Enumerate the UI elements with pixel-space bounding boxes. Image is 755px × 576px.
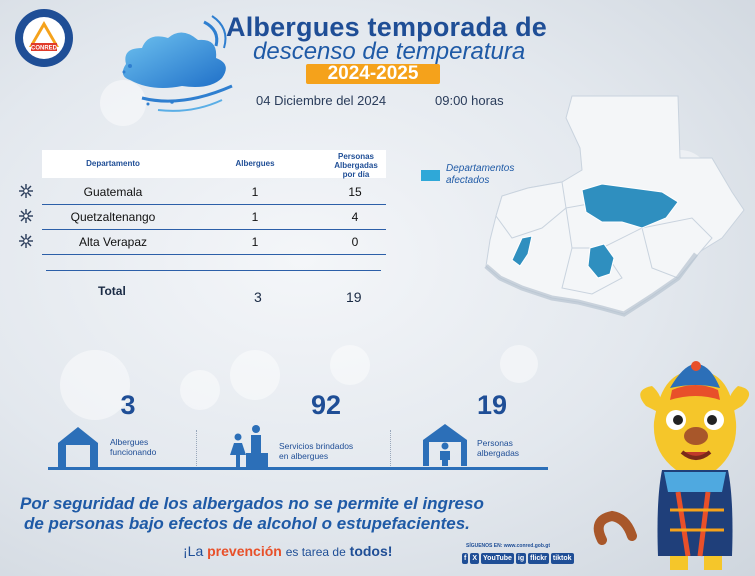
bg-bokeh (60, 350, 130, 420)
bg-bokeh (100, 80, 146, 126)
stat-divider (390, 430, 391, 466)
stat-servicios-value: 92 (310, 390, 342, 420)
snowflake-icon (19, 184, 33, 198)
stat-personas-label: Personas albergadas (477, 438, 519, 458)
page-title: Albergues temporada de (226, 12, 547, 42)
cell-departamento: Quetzaltenango (70, 210, 156, 224)
stat-servicios-label-2: en albergues (279, 451, 329, 461)
cell-personas: 15 (348, 185, 362, 199)
map-guatemala (587, 243, 615, 279)
stat-albergues-label-2: funcionando (110, 447, 157, 457)
legend-label: Departamentos afectados (446, 163, 515, 186)
total-personas: 19 (346, 289, 362, 305)
header-departamento: Departamento (86, 159, 140, 168)
cell-personas: 4 (351, 210, 359, 224)
bg-bokeh (180, 370, 220, 410)
shelter-table: Departamento Albergues Personas Albergad… (19, 150, 386, 260)
total-label: Total (98, 284, 126, 298)
stat-albergues-value: 3 (120, 390, 136, 420)
cell-albergues: 1 (251, 210, 259, 224)
map-quetzaltenango (511, 235, 533, 267)
table-row: Guatemala 1 15 (19, 179, 386, 205)
logo-text: CONRED (31, 46, 58, 52)
social-links: f X YouTube ig flickr tiktok (462, 550, 576, 565)
slogan-part-b: prevención (207, 543, 282, 559)
cell-albergues: 1 (251, 185, 259, 199)
facebook-icon[interactable]: f (462, 553, 469, 565)
cell-departamento: Alta Verapaz (78, 235, 148, 249)
stat-divider (196, 430, 197, 466)
flickr-icon[interactable]: flickr (528, 553, 549, 565)
total-albergues: 3 (254, 289, 262, 305)
bg-bokeh (500, 345, 538, 383)
report-date: 04 Diciembre del 2024 (256, 93, 387, 108)
mascot-illustration (593, 361, 750, 570)
stat-albergues-label: Albergues funcionando (110, 437, 156, 457)
slogan: ¡La prevención es tarea de todos! (183, 543, 392, 559)
slogan-part-a: ¡La (183, 543, 204, 559)
cell-personas: 0 (351, 235, 359, 249)
table-row: Alta Verapaz 1 0 (19, 229, 386, 255)
season-badge: 2024-2025 (306, 64, 440, 84)
person-house-icon (423, 424, 467, 466)
page-subtitle: descenso de temperatura (253, 38, 526, 65)
service-icon (230, 425, 268, 467)
bg-bokeh (230, 350, 280, 400)
stat-personas-label-1: Personas (477, 438, 513, 448)
slogan-part-d: todos! (349, 543, 393, 559)
cloud-wind-icon (122, 15, 233, 112)
security-message-line1: Por seguridad de los albergados no se pe… (20, 494, 484, 513)
stat-personas-label-2: albergadas (477, 448, 520, 458)
stats-underline (48, 467, 548, 470)
header-personas: Personas Albergadas por día (334, 152, 378, 179)
house-icon (58, 427, 98, 467)
youtube-icon[interactable]: YouTube (481, 553, 514, 565)
cell-albergues: 1 (251, 235, 259, 249)
table-header (42, 150, 386, 178)
snowflake-icon (19, 209, 33, 223)
table-row: Quetzaltenango 1 4 (19, 204, 386, 230)
stat-personas-value: 19 (476, 390, 508, 420)
guatemala-map (484, 95, 745, 317)
security-message-line2: de personas bajo efectos de alcohol o es… (24, 514, 470, 533)
tiktok-icon[interactable]: tiktok (550, 553, 574, 565)
bg-bokeh (330, 345, 370, 385)
map-alta-verapaz (581, 183, 679, 229)
legend-swatch (421, 170, 440, 181)
x-icon[interactable]: X (470, 553, 480, 565)
stat-servicios-label-1: Servicios brindados (279, 441, 354, 451)
report-time: 09:00 horas (435, 93, 504, 108)
slogan-part-c: es tarea de (285, 545, 346, 559)
instagram-icon[interactable]: ig (515, 553, 527, 565)
cell-departamento: Guatemala (83, 185, 143, 199)
conred-logo: CONRED (15, 9, 73, 67)
stat-servicios-label: Servicios brindados en albergues (279, 441, 353, 461)
follow-us-text: SÍGUENOS EN: www.conred.gob.gt (466, 543, 550, 549)
stat-albergues-label-1: Albergues (110, 437, 149, 447)
header-albergues: Albergues (235, 159, 275, 168)
total-divider (46, 270, 381, 271)
snowflake-icon (19, 234, 33, 248)
